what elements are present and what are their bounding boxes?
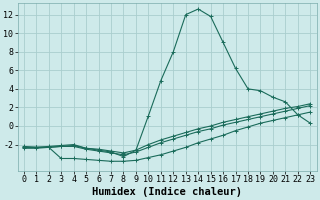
X-axis label: Humidex (Indice chaleur): Humidex (Indice chaleur) <box>92 186 242 197</box>
